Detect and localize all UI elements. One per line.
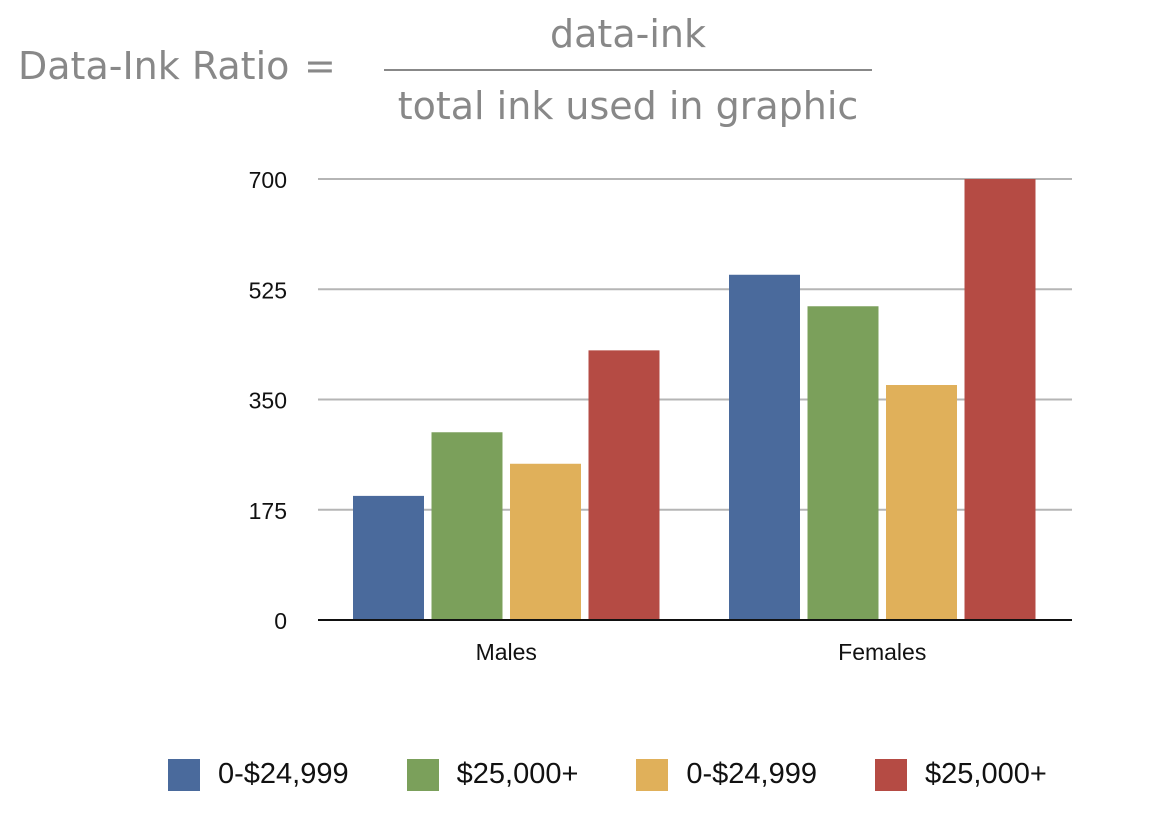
x-tick-label: Males <box>476 639 537 665</box>
x-axis-labels: Males Females <box>476 639 927 665</box>
legend-item: $25,000+ <box>406 758 579 791</box>
y-tick-label: 0 <box>274 608 287 634</box>
legend-swatch <box>168 758 200 791</box>
bar-males-series-4 <box>588 350 660 620</box>
bar-females-series-1 <box>729 274 800 620</box>
legend-swatch <box>875 758 908 791</box>
y-axis-ticks: 0 175 350 525 700 <box>249 167 287 634</box>
bar-females-series-2 <box>807 306 879 620</box>
formula-equals: = <box>304 44 336 88</box>
legend-swatch <box>636 758 669 791</box>
legend-item: 0-$24,999 <box>168 758 349 791</box>
legend-label: $25,000+ <box>456 758 579 790</box>
formula-denominator: total ink used in graphic <box>397 84 859 128</box>
y-tick-label: 700 <box>249 167 287 193</box>
legend-label: $25,000+ <box>925 758 1047 790</box>
bar-chart: 0 175 350 525 700 Males Females <box>249 167 1072 665</box>
legend-label: 0-$24,999 <box>686 758 818 790</box>
y-tick-label: 175 <box>249 498 287 524</box>
bar-males-series-2 <box>431 432 503 620</box>
legend: 0-$24,999 $25,000+ 0-$24,999 $25,000+ <box>168 758 1047 791</box>
bar-females-series-3 <box>886 385 957 620</box>
bar-males-series-1 <box>353 495 424 620</box>
grid-lines <box>318 178 1072 511</box>
bars <box>353 179 1036 620</box>
legend-label: 0-$24,999 <box>218 758 349 790</box>
legend-swatch <box>406 758 439 791</box>
y-tick-label: 525 <box>249 277 287 303</box>
x-tick-label: Females <box>838 639 926 665</box>
fraction-bar <box>384 69 872 71</box>
bar-females-series-4 <box>964 179 1036 620</box>
bar-males-series-3 <box>510 463 581 620</box>
legend-item: $25,000+ <box>875 758 1047 791</box>
y-tick-label: 350 <box>249 388 287 414</box>
formula-label: Data-Ink Ratio <box>18 44 290 88</box>
formula-numerator: data-ink <box>550 12 706 56</box>
legend-item: 0-$24,999 <box>636 758 817 791</box>
